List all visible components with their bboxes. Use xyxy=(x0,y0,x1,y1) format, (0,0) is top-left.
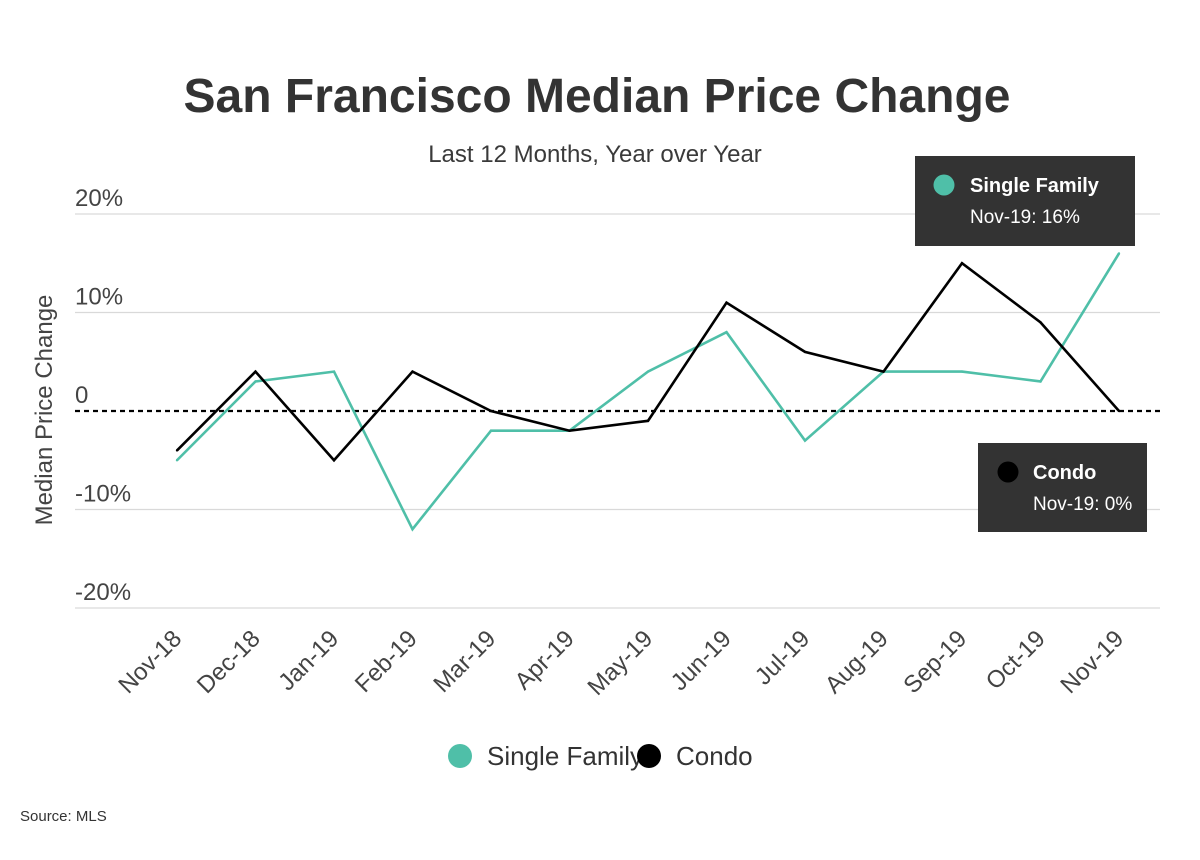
y-axis-label: Median Price Change xyxy=(31,295,58,526)
data-point-single-family xyxy=(646,370,650,373)
chart-subtitle: Last 12 Months, Year over Year xyxy=(428,141,762,168)
legend: Single Family Condo xyxy=(448,741,753,771)
data-point-condo xyxy=(646,419,650,423)
data-point-condo xyxy=(175,449,179,452)
tooltip-condo: Condo Nov-19: 0% xyxy=(978,443,1147,532)
data-point-condo xyxy=(725,301,728,304)
legend-label-condo: Condo xyxy=(676,741,753,771)
tooltip-series-name: Single Family xyxy=(970,175,1100,197)
y-axis-ticks: 20% 10% 0 -10% -20% xyxy=(75,185,131,606)
data-point-single-family xyxy=(254,380,257,383)
y-tick-label: -10% xyxy=(75,481,131,508)
data-point-condo xyxy=(568,429,571,432)
y-tick-label: -20% xyxy=(75,579,131,606)
data-point-condo xyxy=(1117,409,1121,413)
x-tick-label: Jan-19 xyxy=(273,625,344,696)
data-point-condo xyxy=(882,370,885,373)
tooltip-background xyxy=(978,443,1147,532)
data-point-condo xyxy=(960,262,964,265)
x-axis-ticks: Nov-18 Dec-18 Jan-19 Feb-19 Mar-19 Apr-19 May-… xyxy=(113,625,1129,701)
x-tick-label: Sep-19 xyxy=(898,625,972,699)
y-tick-label: 10% xyxy=(75,284,123,311)
y-tick-label: 20% xyxy=(75,185,123,212)
data-point-single-family xyxy=(411,528,414,531)
x-tick-label: Feb-19 xyxy=(350,625,423,698)
tooltip-series-name: Condo xyxy=(1033,462,1096,484)
series-line-condo xyxy=(176,261,1120,463)
x-tick-label: May-19 xyxy=(583,625,659,701)
data-point-single-family xyxy=(332,370,336,373)
legend-marker-single-family xyxy=(448,744,472,768)
data-point-condo xyxy=(489,409,493,413)
data-point-condo xyxy=(254,370,257,373)
x-tick-label: Oct-19 xyxy=(981,625,1051,695)
data-point-condo xyxy=(1039,321,1042,324)
tooltip-single-family: Single Family Nov-19: 16% xyxy=(915,156,1135,246)
tooltip-value: Nov-19: 16% xyxy=(970,207,1080,228)
tooltip-marker xyxy=(997,461,1019,483)
chart-title: San Francisco Median Price Change xyxy=(184,70,1011,123)
data-point-condo xyxy=(411,370,414,373)
tooltip-background xyxy=(915,156,1135,246)
tooltip-marker xyxy=(933,174,955,196)
x-tick-label: Dec-18 xyxy=(192,625,266,699)
source-note: Source: MLS xyxy=(20,808,107,825)
legend-marker-condo xyxy=(637,744,661,768)
legend-label-single-family: Single Family xyxy=(487,741,643,771)
y-tick-label: 0 xyxy=(75,382,88,409)
series-line-single-family xyxy=(176,252,1121,532)
data-point-single-family xyxy=(175,459,179,462)
x-tick-label: Aug-19 xyxy=(820,625,894,699)
tooltip-value: Nov-19: 0% xyxy=(1033,494,1132,515)
gridlines xyxy=(75,213,1160,609)
x-tick-label: Jul-19 xyxy=(750,625,815,690)
data-point-condo xyxy=(803,350,807,354)
x-tick-label: Mar-19 xyxy=(428,625,501,698)
data-point-single-family xyxy=(725,331,728,334)
data-point-single-family xyxy=(1039,380,1042,383)
x-tick-label: Jun-19 xyxy=(666,625,737,696)
data-point-single-family xyxy=(803,439,807,442)
data-point-single-family xyxy=(1117,252,1121,255)
tooltips: Single Family Nov-19: 16% Condo Nov-19: 0% xyxy=(915,156,1147,532)
x-tick-label: Nov-19 xyxy=(1055,625,1129,699)
series-lines xyxy=(175,252,1121,532)
data-point-single-family xyxy=(489,429,493,432)
x-tick-label: Nov-18 xyxy=(113,625,187,699)
data-point-condo xyxy=(332,459,336,462)
data-point-single-family xyxy=(960,370,964,373)
x-tick-label: Apr-19 xyxy=(510,625,580,695)
